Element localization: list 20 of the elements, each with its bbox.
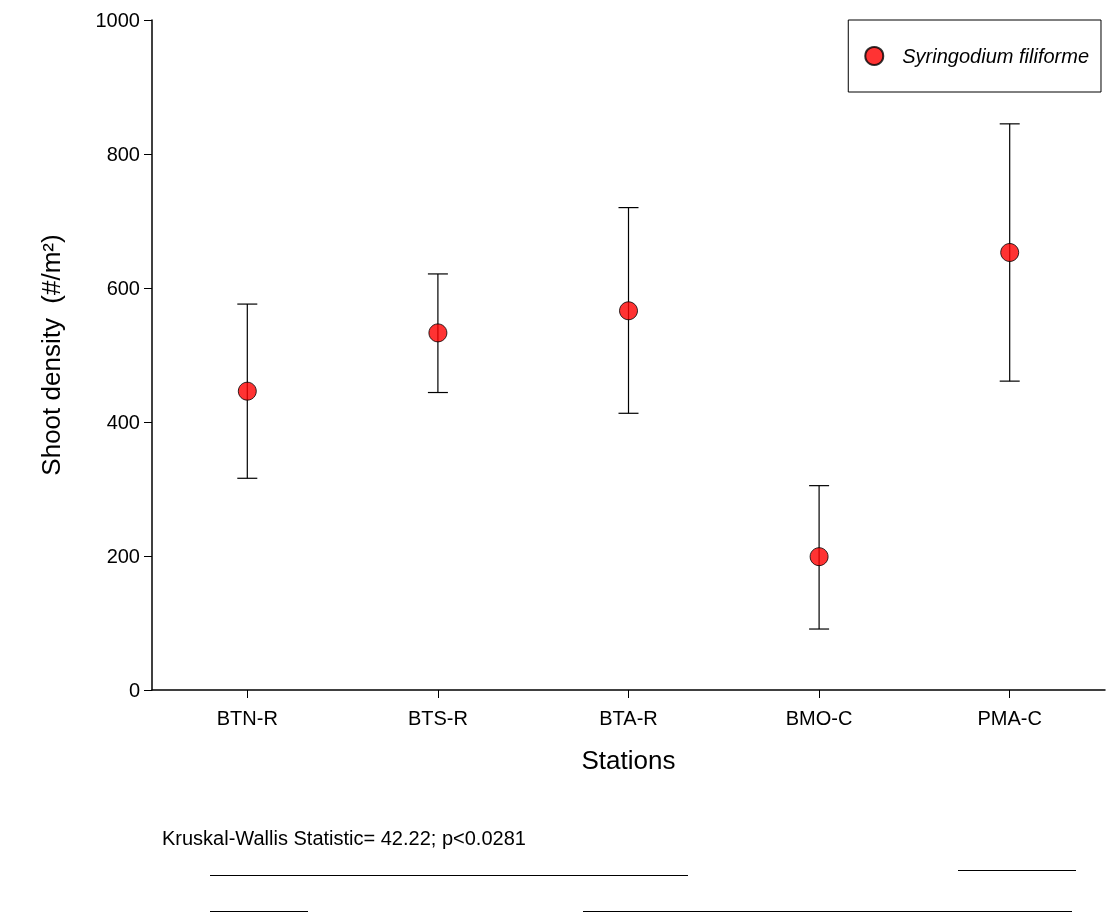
y-tick-label: 0 — [128, 679, 140, 701]
y-tick-label: 1000 — [95, 9, 140, 31]
y-tick-label: 200 — [106, 545, 140, 567]
point — [428, 323, 448, 343]
point — [809, 547, 829, 567]
point — [1000, 242, 1020, 262]
x-axis-title: Stations — [581, 745, 676, 775]
x-tick-label: PMA-C — [977, 707, 1042, 729]
x-tick-label: BTS-R — [407, 707, 468, 729]
y-tick-label: 400 — [106, 411, 140, 433]
legend-label: Syringodium filiforme — [902, 45, 1090, 67]
x-tick-label: BMO-C — [785, 707, 853, 729]
x-tick-label: BTN-R — [216, 707, 278, 729]
point — [619, 301, 638, 321]
point — [237, 381, 257, 401]
x-tick-label: BTA-R — [599, 707, 658, 729]
text: Kruskal-Wallis Statistic= 42.22; p<0.0281 — [162, 827, 526, 850]
y-tick-label: 800 — [106, 143, 140, 165]
y-axis-title: Shoot density (#/m²) — [36, 234, 66, 476]
y-tick-label: 600 — [106, 277, 140, 299]
